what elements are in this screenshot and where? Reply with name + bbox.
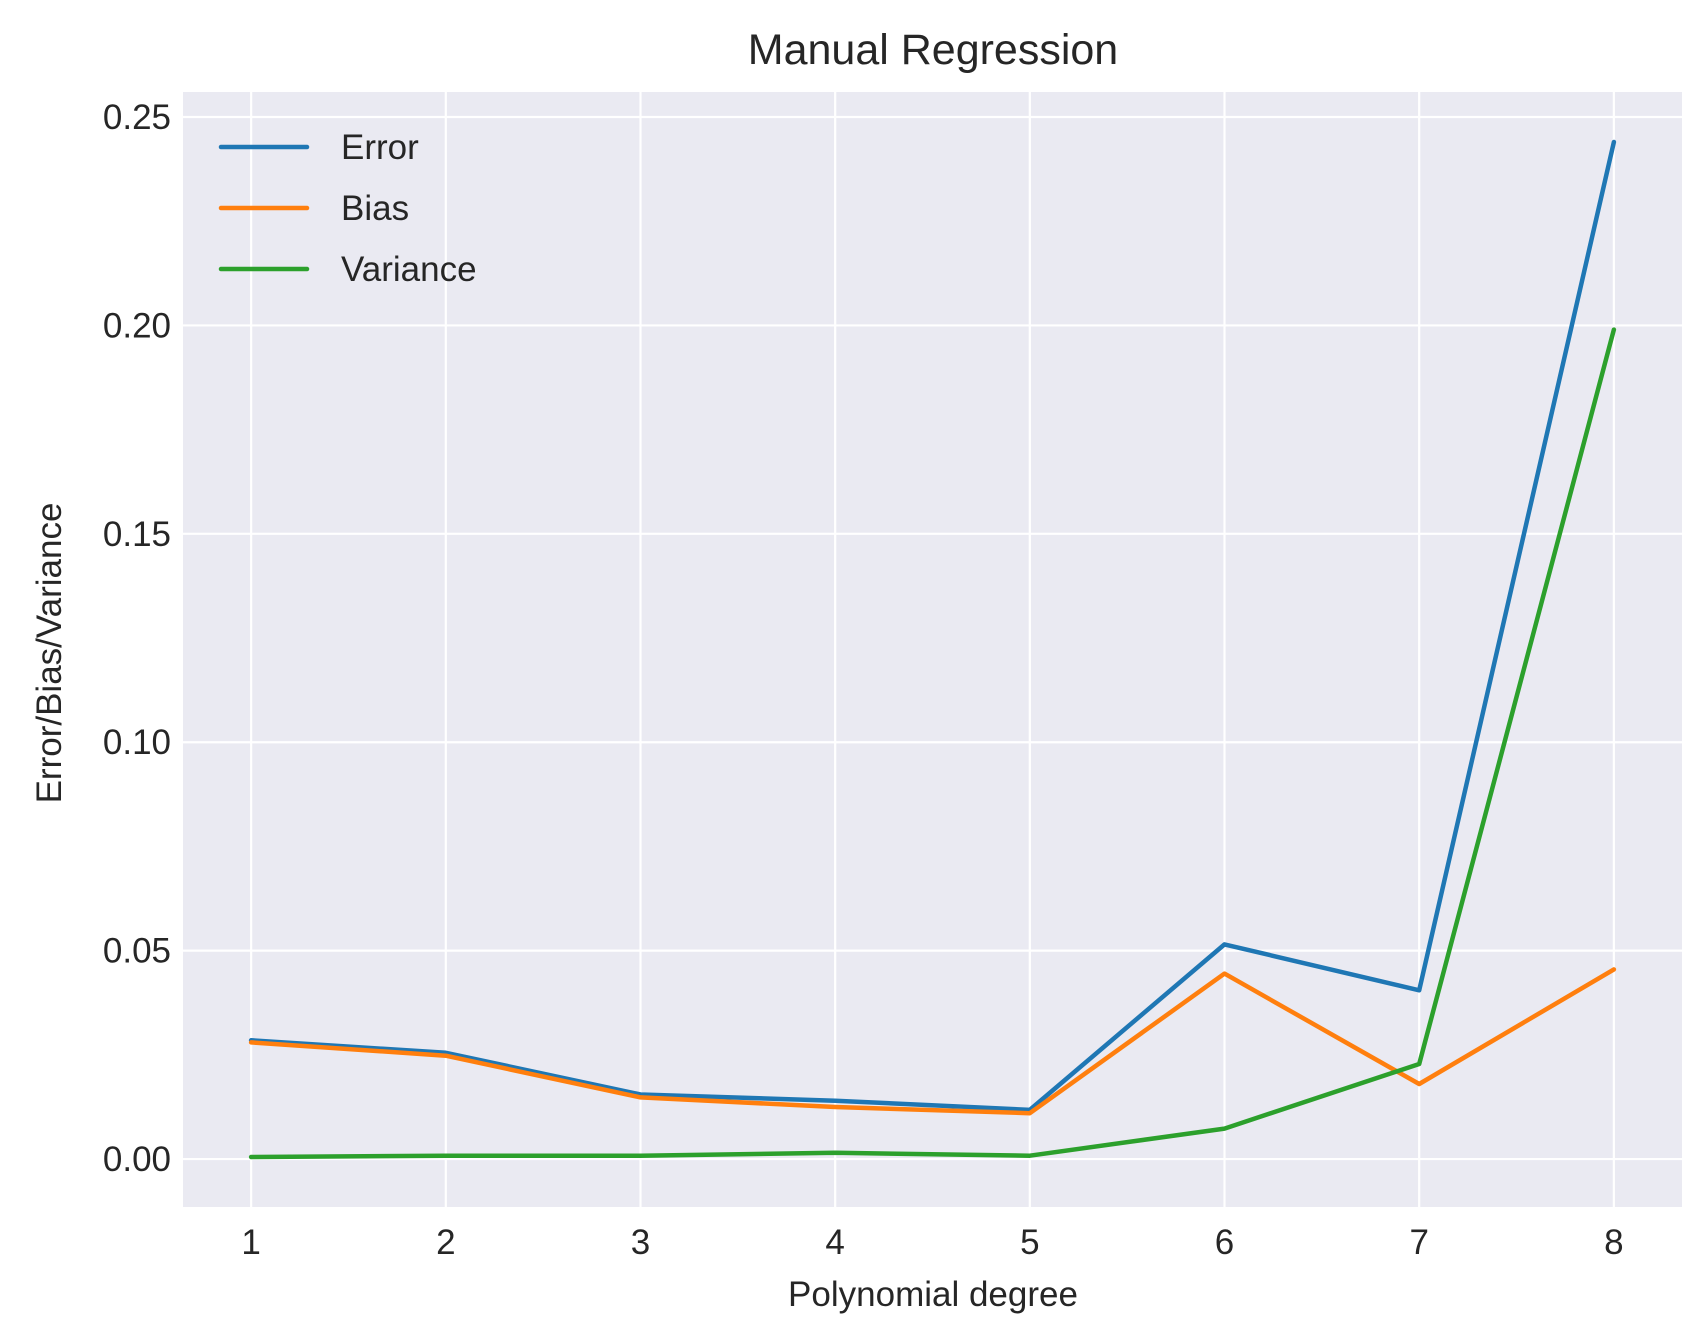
legend-label-variance: Variance [341,250,477,289]
y-tick-label: 0.00 [103,1140,171,1179]
y-tick-label: 0.25 [103,98,171,137]
legend-label-error: Error [341,128,419,167]
y-tick-label: 0.15 [103,515,171,554]
series-line-error [248,139,1617,1113]
x-axis-label: Polynomial degree [788,1275,1078,1314]
x-tick-label: 8 [1604,1223,1623,1262]
y-axis-label: Error/Bias/Variance [30,503,69,804]
series-line-variance [248,327,1617,1160]
legend: Error Bias Variance [218,128,477,289]
x-tick-label: 3 [631,1223,650,1262]
x-tick-label: 7 [1409,1223,1428,1262]
x-tick-label: 2 [436,1223,455,1262]
y-tick-label: 0.20 [103,306,171,345]
x-tick-label: 6 [1215,1223,1234,1262]
legend-label-bias: Bias [341,189,409,228]
x-tick-label: 1 [241,1223,260,1262]
tick-labels: 1 2 3 4 5 6 7 8 0.00 0.05 0.10 0.15 0.20 0.25 [103,98,1624,1262]
grid-lines [183,92,1682,1207]
y-tick-label: 0.05 [103,932,171,971]
series-line-bias [248,967,1617,1116]
series-lines [248,139,1617,1160]
x-tick-label: 5 [1020,1223,1039,1262]
chart-title: Manual Regression [748,26,1118,74]
y-tick-label: 0.10 [103,723,171,762]
x-tick-label: 4 [825,1223,844,1262]
